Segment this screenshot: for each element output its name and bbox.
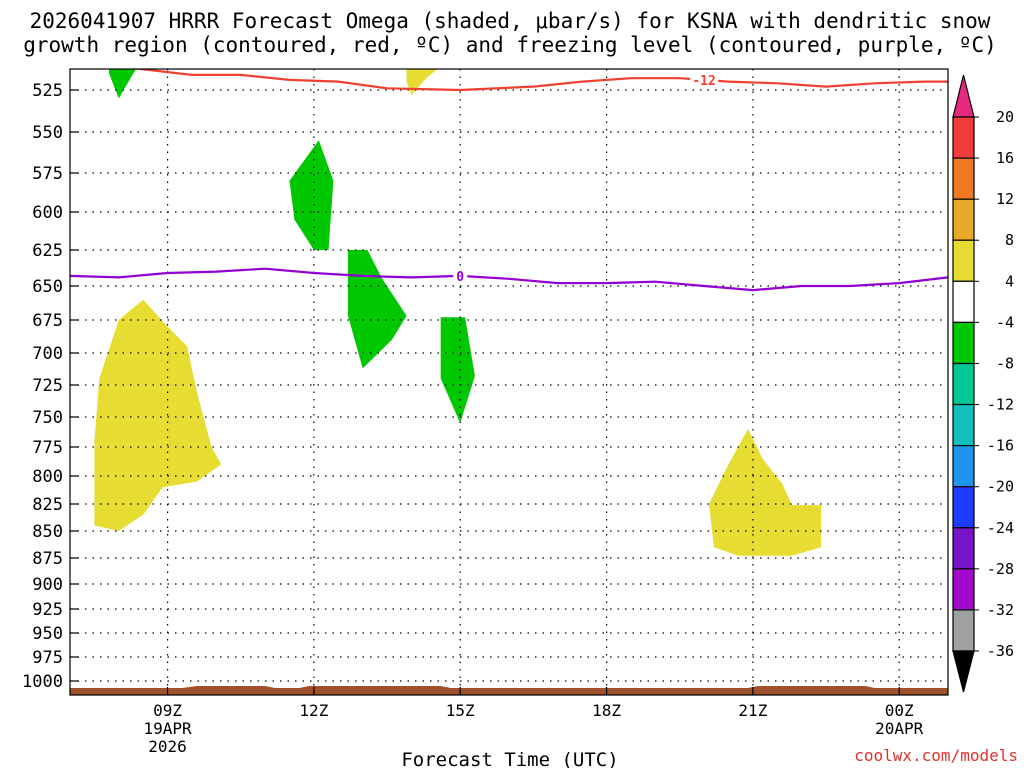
gridlines (70, 69, 948, 695)
colorbar-label-12: -32 (987, 601, 1014, 619)
xtick-label-09Z: 09Z (153, 701, 182, 720)
dendritic-contour-label: -12 (692, 74, 715, 89)
omega-region-downward-green-6 (109, 69, 137, 99)
omega-shading (94, 69, 822, 556)
colorbar-box-2 (952, 198, 975, 241)
colorbar-box-6 (952, 362, 975, 406)
ytick-label-975: 975 (32, 648, 63, 668)
contour-lines (70, 69, 948, 292)
colorbar-box-8 (952, 445, 975, 488)
xtick-label-00Z: 00Z (885, 701, 914, 720)
terrain-ground (70, 686, 948, 695)
colorbar-box-3 (952, 239, 975, 282)
ytick-label-600: 600 (32, 203, 63, 223)
ytick-label-875: 875 (32, 549, 63, 569)
ytick-label-1000: 1000 (22, 672, 63, 692)
xtick-label-12Z: 12Z (299, 701, 328, 720)
ytick-label-925: 925 (32, 600, 63, 620)
omega-region-downward-green-5 (440, 317, 475, 423)
freezing-contour-label: 0 (456, 270, 464, 285)
colorbar-label-10: -24 (987, 519, 1014, 537)
colorbar-label-0: 20 (996, 108, 1014, 126)
xtick-label-18Z: 18Z (592, 701, 621, 720)
colorbar-box-1 (952, 157, 975, 200)
colorbar-top-arrow (952, 74, 975, 118)
omega-region-upward-yellow-0 (94, 299, 222, 531)
colorbar-box-11 (952, 568, 975, 611)
ytick-label-625: 625 (32, 241, 63, 261)
ytick-label-675: 675 (32, 311, 63, 331)
colorbar-label-2: 12 (996, 190, 1014, 208)
xtick-label-15Z: 15Z (446, 701, 475, 720)
colorbar-box-10 (952, 527, 975, 570)
colorbar-box-9 (952, 486, 975, 529)
ytick-label-725: 725 (32, 376, 63, 396)
terrain-bumps (182, 686, 875, 688)
colorbar-box-7 (952, 403, 975, 447)
colorbar-label-6: -8 (996, 354, 1014, 372)
ytick-label-800: 800 (32, 467, 63, 487)
plot-frame (69, 68, 949, 696)
xtick-label-21Z: 21Z (738, 701, 767, 720)
x-axis-label: Forecast Time (UTC) (401, 749, 618, 768)
ytick-label-700: 700 (32, 344, 63, 364)
terrain-band (70, 688, 948, 695)
colorbar-bottom-arrow (952, 650, 975, 693)
colorbar-box-4 (952, 280, 975, 323)
ytick-label-900: 900 (32, 575, 63, 595)
xtick-date-09Z: 19APR (143, 719, 192, 738)
colorbar-label-1: 16 (996, 149, 1014, 167)
colorbar-box-5 (952, 321, 975, 365)
colorbar-label-7: -12 (987, 396, 1014, 414)
ytick-label-950: 950 (32, 624, 63, 644)
omega-region-downward-green-3 (289, 140, 334, 250)
ytick-label-550: 550 (32, 123, 63, 143)
ytick-label-525: 525 (32, 81, 63, 101)
colorbar-label-9: -20 (987, 478, 1014, 496)
chart-title-line2: growth region (contoured, red, ºC) and f… (23, 33, 997, 57)
colorbar-box-12 (952, 609, 975, 652)
colorbar-label-3: 8 (1005, 231, 1014, 249)
colorbar: 20 16 12 8 4 -4 -8 -12 -16 -20 -24 -28 -32 -36 (952, 74, 1014, 693)
credit-text[interactable]: coolwx.com/models (854, 746, 1018, 765)
omega-region-downward-green-4 (348, 250, 407, 369)
omega-region-upward-yellow-1 (709, 429, 822, 556)
freezing-level-contour (70, 267, 948, 292)
colorbar-box-0 (952, 116, 975, 159)
colorbar-label-5: -4 (996, 313, 1014, 331)
dendritic-growth-contour (132, 69, 948, 92)
xtick-year-09Z: 2026 (148, 737, 187, 756)
y-axis-ticks: 525 550 575 600 625 650 675 700 725 750 775 800 825 8… (22, 81, 78, 692)
ytick-label-850: 850 (32, 522, 63, 542)
chart-title-line1: 2026041907 HRRR Forecast Omega (shaded, … (30, 9, 991, 33)
freezing-label-bg (453, 268, 468, 283)
colorbar-label-4: 4 (1005, 272, 1014, 290)
colorbar-label-8: -16 (987, 437, 1014, 455)
contour-labels: -12 0 (453, 72, 719, 285)
colorbar-label-11: -28 (987, 560, 1014, 578)
ytick-label-650: 650 (32, 277, 63, 297)
ytick-label-750: 750 (32, 408, 63, 428)
ytick-label-775: 775 (32, 438, 63, 458)
dendritic-label-bg (690, 72, 719, 87)
ytick-label-575: 575 (32, 164, 63, 184)
colorbar-label-13: -36 (987, 642, 1014, 660)
ytick-label-825: 825 (32, 495, 63, 515)
xtick-date-00Z: 20APR (875, 719, 924, 738)
